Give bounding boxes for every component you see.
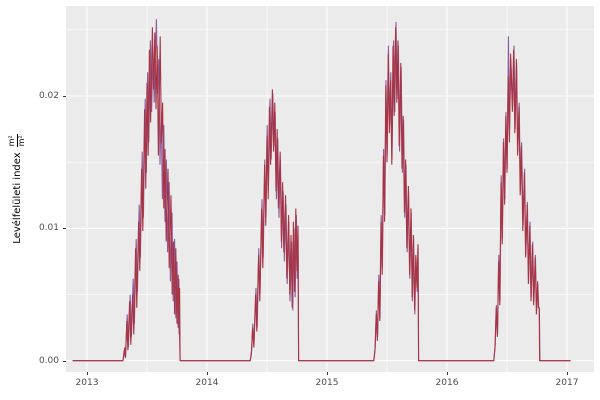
y-tick-label: 0.00 <box>38 355 59 366</box>
y-tick-label: 0.01 <box>38 223 59 234</box>
y-axis-title-text: Levélfelületi index <box>11 152 23 244</box>
y-tick-mark <box>63 96 66 97</box>
y-tick-mark <box>63 228 66 230</box>
x-tick-label: 2013 <box>75 378 99 388</box>
y-tick-mark <box>63 360 66 362</box>
y-axis-title: Levélfelületi index m² m² <box>2 118 32 260</box>
x-tick-label: 2016 <box>435 378 459 388</box>
y-axis-unit-fraction: m² m² <box>7 134 27 148</box>
x-tick-mark <box>327 372 328 375</box>
x-tick-label: 2014 <box>195 378 219 388</box>
x-tick-mark <box>567 372 568 375</box>
plot-panel <box>66 6 594 372</box>
plot-canvas <box>66 6 594 372</box>
x-tick-label: 2017 <box>555 378 579 388</box>
x-tick-mark <box>87 372 88 375</box>
y-tick-label: 0.02 <box>38 91 59 101</box>
unit-denominator: m² <box>16 135 26 147</box>
x-tick-mark <box>447 372 448 375</box>
series-red-line <box>72 27 571 362</box>
x-tick-label: 2015 <box>315 378 339 388</box>
x-tick-mark <box>207 372 208 375</box>
